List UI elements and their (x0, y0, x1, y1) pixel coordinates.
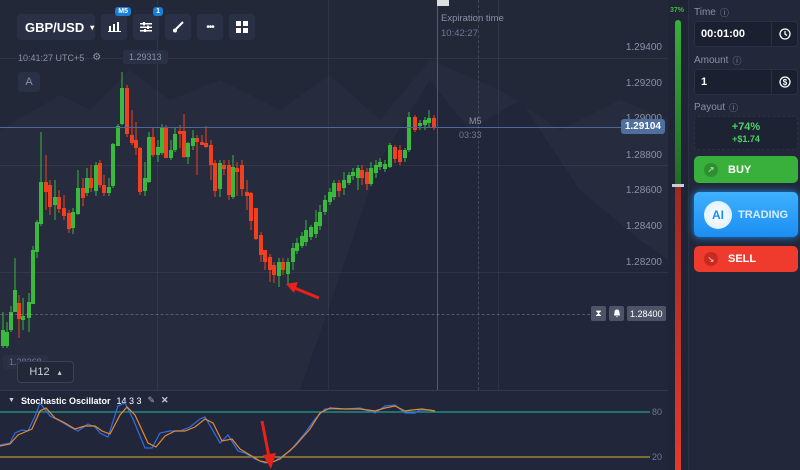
candle-timeframe: M5 (469, 116, 482, 126)
auto-scale-button[interactable]: A (18, 72, 40, 92)
time-value: 00:01:00 (701, 28, 746, 40)
expiration-flag-icon[interactable] (437, 0, 449, 6)
grid-line (0, 272, 668, 273)
buy-button[interactable]: ↗ BUY (694, 156, 798, 183)
y-axis-label: 1.28600 (625, 185, 662, 196)
sentiment-sell-bar (675, 186, 681, 470)
asset-pair: GBP/USD (25, 19, 85, 35)
grid-line (328, 0, 329, 470)
more-icon: ••• (206, 21, 214, 33)
stochastic-lines (0, 401, 650, 464)
timeframe-badge: M5 (115, 7, 131, 16)
ai-trading-button[interactable]: AI TRADING (694, 192, 798, 237)
amount-label-text: Amount (694, 55, 729, 66)
payout-box: +74% +$1.74 (694, 116, 798, 150)
expiration-title: Expiration time (441, 13, 504, 24)
payout-label: Payout ⓘ (694, 101, 738, 114)
y-axis-label: 1.28200 (625, 257, 662, 268)
current-price-label: 1.29104 (620, 119, 665, 134)
edit-icon[interactable]: ✎ (147, 395, 156, 405)
arrow-down-right-icon: ↘ (704, 252, 718, 266)
collapse-icon[interactable]: ▼ (8, 397, 15, 404)
amount-label: Amount ⓘ (694, 54, 741, 67)
expiration-time: 10:42:27 (441, 28, 478, 39)
help-icon[interactable]: ⓘ (732, 56, 742, 66)
buy-label: BUY (728, 163, 752, 176)
high-price-tag: 1.29313 (123, 50, 168, 64)
sell-button[interactable]: ↘ SELL (694, 246, 798, 272)
help-icon[interactable]: ⓘ (719, 8, 729, 18)
more-button[interactable]: ••• (197, 14, 223, 40)
payout-label-text: Payout (694, 102, 726, 113)
current-price-line (0, 127, 630, 128)
amount-value: 1 (701, 76, 708, 88)
close-icon[interactable]: ✕ (161, 395, 169, 405)
annotation-arrow-icon (286, 282, 320, 300)
grid-line (0, 58, 668, 59)
timeframe-selector[interactable]: H12 ▴ (17, 361, 74, 383)
time-input[interactable]: 00:01:00 (694, 21, 798, 47)
alert-tools: ⧗ 1.28400 (591, 306, 666, 321)
time-label: Time ⓘ (694, 6, 729, 19)
oscillator-pane: ▼ Stochastic Oscillator 14 3 3 ✎ ✕ 80 20 (0, 390, 668, 470)
chart-area[interactable]: Expiration time 10:42:27 M5 03:33 1.2940… (0, 0, 668, 470)
svg-text:$: $ (782, 78, 787, 87)
clock-icon[interactable] (771, 22, 797, 46)
ai-trading-label: TRADING (738, 208, 789, 221)
candle-countdown: 03:33 (459, 130, 482, 140)
y-axis-label: 1.28800 (625, 150, 662, 161)
time-label-text: Time (694, 7, 716, 18)
indicators-button[interactable]: 1 (133, 7, 163, 40)
gear-icon[interactable]: ⚙ (92, 52, 102, 63)
candles-icon (107, 22, 121, 32)
bell-icon[interactable] (609, 306, 624, 321)
oscillator-header: ▼ Stochastic Oscillator 14 3 3 ✎ ✕ (8, 395, 169, 406)
payout-amount: +$1.74 (732, 134, 760, 144)
oscillator-params: 14 3 3 (116, 395, 142, 406)
oscillator-name: Stochastic Oscillator (20, 395, 111, 406)
y-axis-label: 1.29000 (626, 113, 662, 124)
asset-selector[interactable]: GBP/USD ▾ (17, 14, 95, 40)
annotation-arrow-icon (260, 420, 276, 469)
layout-button[interactable] (229, 14, 255, 40)
sliders-icon (140, 22, 152, 32)
candlestick-series (1, 72, 436, 348)
y-axis-label: 1.28400 (625, 221, 662, 232)
level-20: 20 (651, 452, 662, 462)
server-clock: 10:41:27 UTC+5 ⚙ (18, 52, 101, 63)
y-axis-label: 1.29200 (625, 78, 662, 89)
payout-percent: +74% (731, 121, 761, 133)
sentiment-divider (672, 184, 684, 187)
dollar-icon[interactable]: $ (771, 70, 797, 94)
hourglass-icon[interactable]: ⧗ (591, 306, 606, 321)
chevron-up-icon: ▴ (57, 367, 62, 377)
sentiment-buy-bar (675, 20, 681, 186)
grid-line (0, 165, 668, 166)
chart-toolbar: GBP/USD ▾ M5 1 ••• (17, 7, 255, 40)
level-80: 80 (651, 407, 662, 417)
timeframe-value: H12 (29, 366, 50, 378)
indicators-count-badge: 1 (153, 7, 163, 16)
brush-icon (173, 21, 184, 33)
grid-layout-icon (236, 21, 248, 33)
drawing-tools-button[interactable] (165, 14, 191, 40)
alert-price-line[interactable] (0, 314, 590, 315)
chart-type-button[interactable]: M5 (101, 7, 131, 40)
expiration-line (437, 0, 438, 390)
amount-input[interactable]: 1 $ (694, 69, 798, 95)
y-axis-label: 1.29400 (625, 42, 662, 53)
help-icon[interactable]: ⓘ (729, 103, 739, 113)
clock-time: 10:41:27 UTC+5 (18, 52, 85, 63)
chevron-down-icon: ▾ (90, 22, 95, 32)
grid-line (157, 0, 158, 470)
grid-line (498, 0, 499, 470)
arrow-up-right-icon: ↗ (704, 162, 718, 177)
buy-sentiment-percent: 37% (670, 7, 685, 14)
ai-logo-icon: AI (704, 200, 732, 229)
sell-label: SELL (728, 253, 757, 265)
alert-price-label: 1.28400 (627, 306, 666, 321)
candle-close-line (478, 0, 479, 390)
